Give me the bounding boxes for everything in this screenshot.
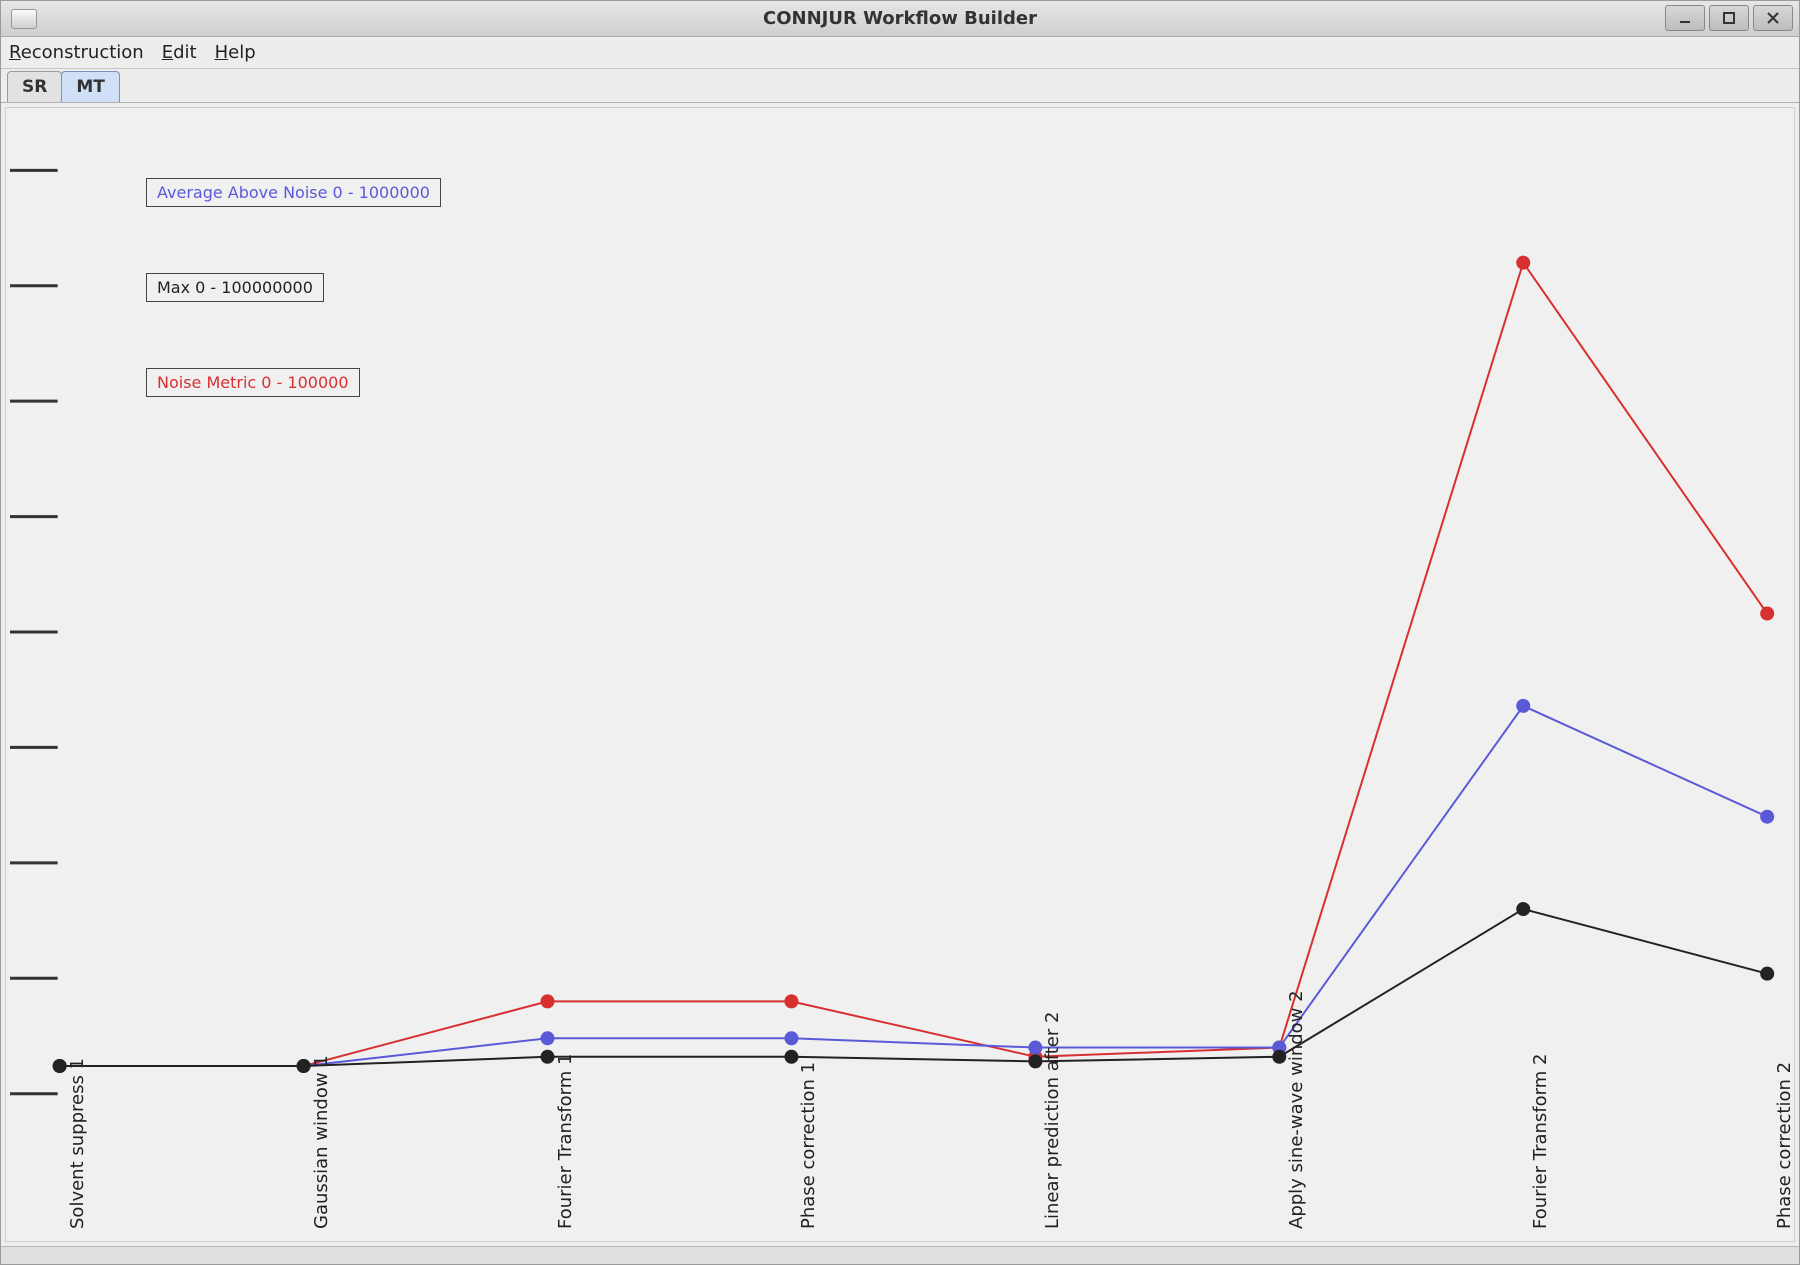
- x-axis-label: Fourier Transform 2: [1530, 1054, 1551, 1229]
- x-axis-label: Solvent suppress 1: [67, 1058, 88, 1229]
- series-marker: [1028, 1054, 1042, 1068]
- x-axis-label: Phase correction 1: [798, 1062, 819, 1229]
- menubar: Reconstruction Edit Help: [1, 37, 1799, 69]
- series-marker: [1760, 810, 1774, 824]
- x-axis-label: Linear prediction after 2: [1042, 1012, 1063, 1229]
- series-marker: [1760, 967, 1774, 981]
- series-marker: [541, 1031, 555, 1045]
- series-marker: [784, 994, 798, 1008]
- series-marker: [297, 1059, 311, 1073]
- titlebar: CONNJUR Workflow Builder: [1, 1, 1799, 37]
- window-title: CONNJUR Workflow Builder: [1, 8, 1799, 29]
- series-marker: [1516, 902, 1530, 916]
- series-marker: [1516, 256, 1530, 270]
- window-buttons: [1665, 5, 1793, 31]
- menu-help[interactable]: Help: [215, 42, 256, 63]
- minimize-icon: [1678, 11, 1692, 25]
- minimize-button[interactable]: [1665, 5, 1705, 31]
- series-marker: [1760, 607, 1774, 621]
- menu-edit[interactable]: Edit: [162, 42, 197, 63]
- x-axis-label: Fourier Transform 1: [555, 1054, 576, 1229]
- close-icon: [1766, 11, 1780, 25]
- status-bar: [1, 1246, 1799, 1264]
- maximize-button[interactable]: [1709, 5, 1749, 31]
- legend-item: Max 0 - 100000000: [146, 273, 324, 302]
- series-marker: [784, 1050, 798, 1064]
- series-line: [60, 706, 1768, 1066]
- x-axis-label: Gaussian window 1: [311, 1055, 332, 1229]
- menu-reconstruction[interactable]: Reconstruction: [9, 42, 144, 63]
- close-button[interactable]: [1753, 5, 1793, 31]
- tab-mt[interactable]: MT: [61, 71, 120, 102]
- maximize-icon: [1722, 11, 1736, 25]
- series-marker: [541, 994, 555, 1008]
- tabstrip: SR MT: [1, 69, 1799, 103]
- series-marker: [541, 1050, 555, 1064]
- legend-item: Noise Metric 0 - 100000: [146, 368, 360, 397]
- legend-item: Average Above Noise 0 - 1000000: [146, 178, 441, 207]
- chart-area: Solvent suppress 1 Gaussian window 1 Fouri…: [5, 107, 1795, 1242]
- series-marker: [1516, 699, 1530, 713]
- app-window: CONNJUR Workflow Builder Reconstruction …: [0, 0, 1800, 1265]
- tab-sr[interactable]: SR: [7, 71, 62, 102]
- x-axis-label: Apply sine-wave window 2: [1286, 990, 1307, 1229]
- system-menu-icon[interactable]: [11, 9, 37, 29]
- series-marker: [784, 1031, 798, 1045]
- series-marker: [53, 1059, 67, 1073]
- series-marker: [1272, 1050, 1286, 1064]
- series-marker: [1028, 1041, 1042, 1055]
- x-axis-label: Phase correction 2: [1774, 1062, 1795, 1229]
